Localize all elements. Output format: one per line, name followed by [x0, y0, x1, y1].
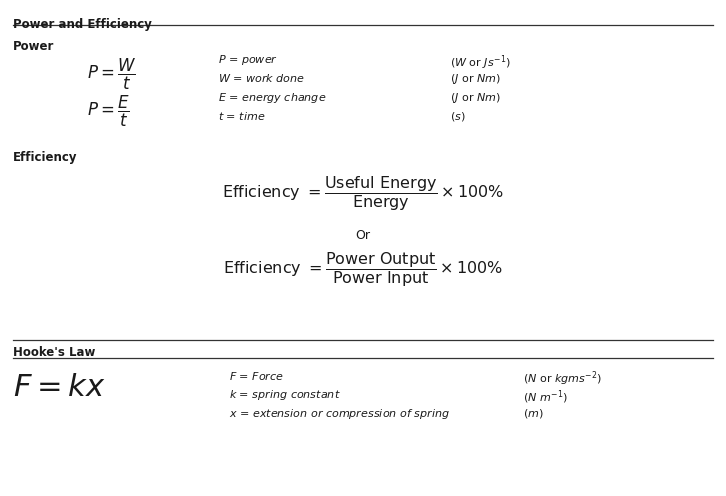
Text: $E$ = energy change: $E$ = energy change: [218, 91, 326, 105]
Text: Efficiency $= \dfrac{\mathrm{Power\ Output}}{\mathrm{Power\ Input}} \times 100\%: Efficiency $= \dfrac{\mathrm{Power\ Outp…: [223, 250, 503, 290]
Text: $(W\ \mathrm{or}\ Js^{-1})$: $(W\ \mathrm{or}\ Js^{-1})$: [450, 53, 511, 72]
Text: Efficiency: Efficiency: [13, 151, 78, 164]
Text: $W$ = work done: $W$ = work done: [218, 72, 305, 84]
Text: Or: Or: [356, 229, 370, 242]
Text: $k$ = spring constant: $k$ = spring constant: [229, 388, 340, 402]
Text: Power and Efficiency: Power and Efficiency: [13, 18, 152, 31]
Text: Power: Power: [13, 40, 54, 53]
Text: $t$ = time: $t$ = time: [218, 110, 265, 122]
Text: $P = \dfrac{E}{t}$: $P = \dfrac{E}{t}$: [87, 94, 130, 129]
Text: $F$ = Force: $F$ = Force: [229, 370, 284, 381]
Text: $(m)$: $(m)$: [523, 407, 543, 420]
Text: $(J\ \mathrm{or}\ Nm)$: $(J\ \mathrm{or}\ Nm)$: [450, 91, 501, 105]
Text: $(J\ \mathrm{or}\ Nm)$: $(J\ \mathrm{or}\ Nm)$: [450, 72, 501, 86]
Text: $P = \dfrac{W}{t}$: $P = \dfrac{W}{t}$: [87, 57, 136, 92]
Text: Efficiency $= \dfrac{\mathrm{Useful\ Energy}}{\mathrm{Energy}} \times 100\%$: Efficiency $= \dfrac{\mathrm{Useful\ Ene…: [222, 174, 504, 213]
Text: $F = kx$: $F = kx$: [13, 373, 106, 402]
Text: $(N\ \mathrm{or}\ kgms^{-2})$: $(N\ \mathrm{or}\ kgms^{-2})$: [523, 370, 602, 388]
Text: $(s)$: $(s)$: [450, 110, 465, 123]
Text: $(N\ m^{-1})$: $(N\ m^{-1})$: [523, 388, 568, 406]
Text: $P$ = power: $P$ = power: [218, 53, 278, 67]
Text: $x$ = extension or compression of spring: $x$ = extension or compression of spring: [229, 407, 449, 421]
Text: Hooke's Law: Hooke's Law: [13, 346, 95, 359]
